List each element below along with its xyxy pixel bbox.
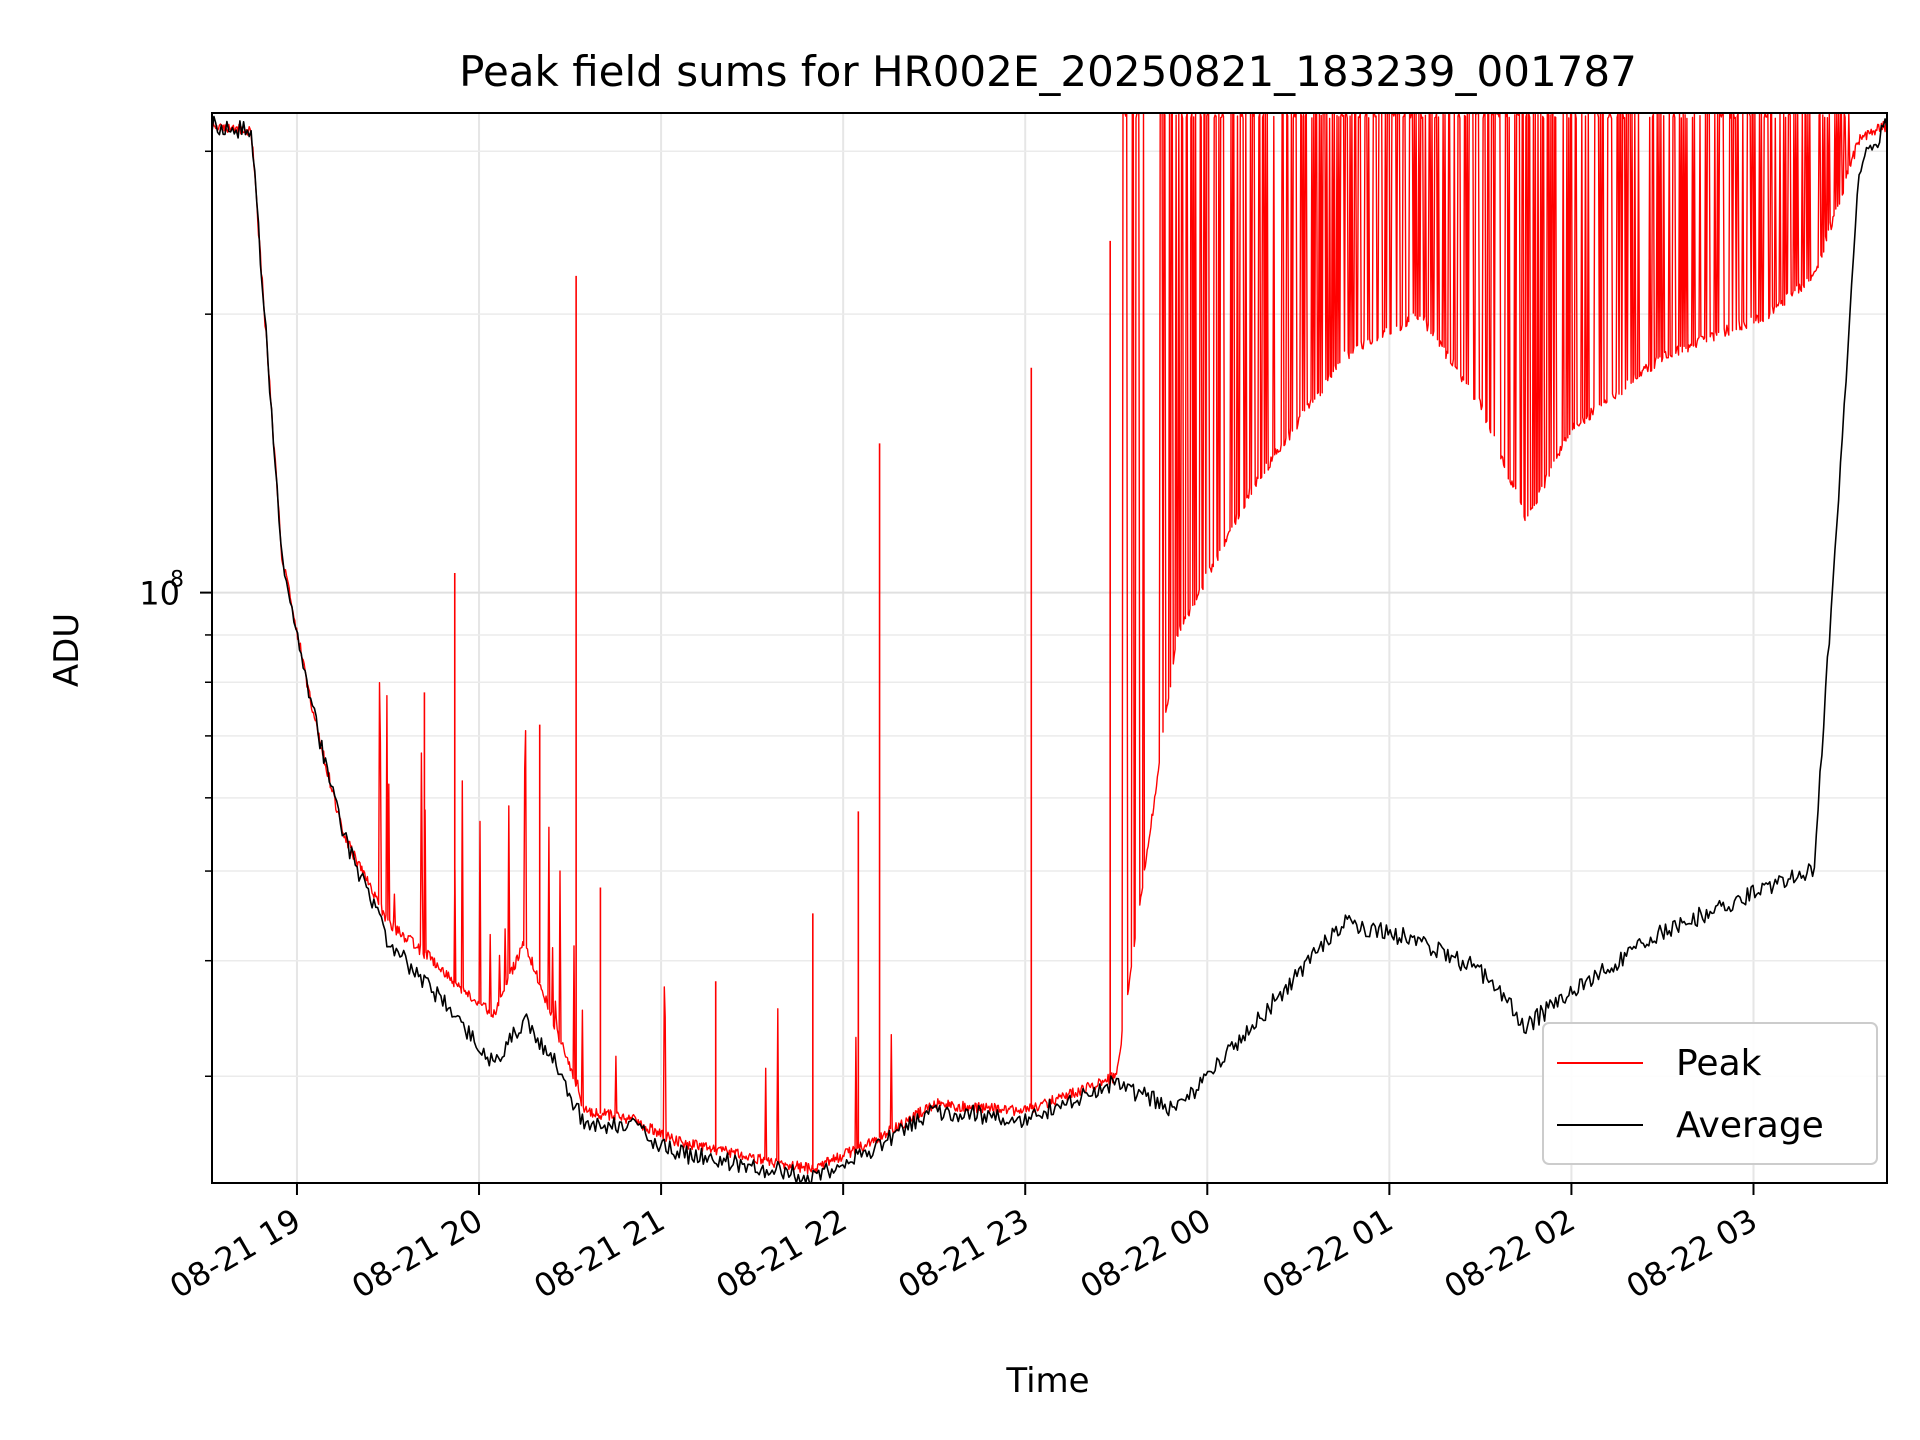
average-series: [211, 115, 1888, 1184]
y-axis-ticks: 108: [139, 150, 212, 1078]
y-axis-label: ADU: [47, 613, 87, 687]
legend-box: [1542, 1022, 1878, 1165]
legend: Peak Average: [1542, 1022, 1878, 1165]
average-line: [211, 115, 1888, 1184]
y-tick-label-exponent: 8: [170, 568, 184, 593]
chart-title: Peak field sums for HR002E_20250821_1832…: [459, 47, 1637, 96]
legend-label-average: Average: [1676, 1105, 1824, 1146]
y-tick-label-base: 10: [139, 575, 180, 613]
plot-frame: [211, 112, 1888, 1184]
x-axis-label: Time: [1005, 1361, 1089, 1401]
peak-series: [211, 112, 1888, 1175]
legend-label-peak: Peak: [1676, 1043, 1762, 1084]
y-tick-label: 10: [139, 575, 180, 613]
